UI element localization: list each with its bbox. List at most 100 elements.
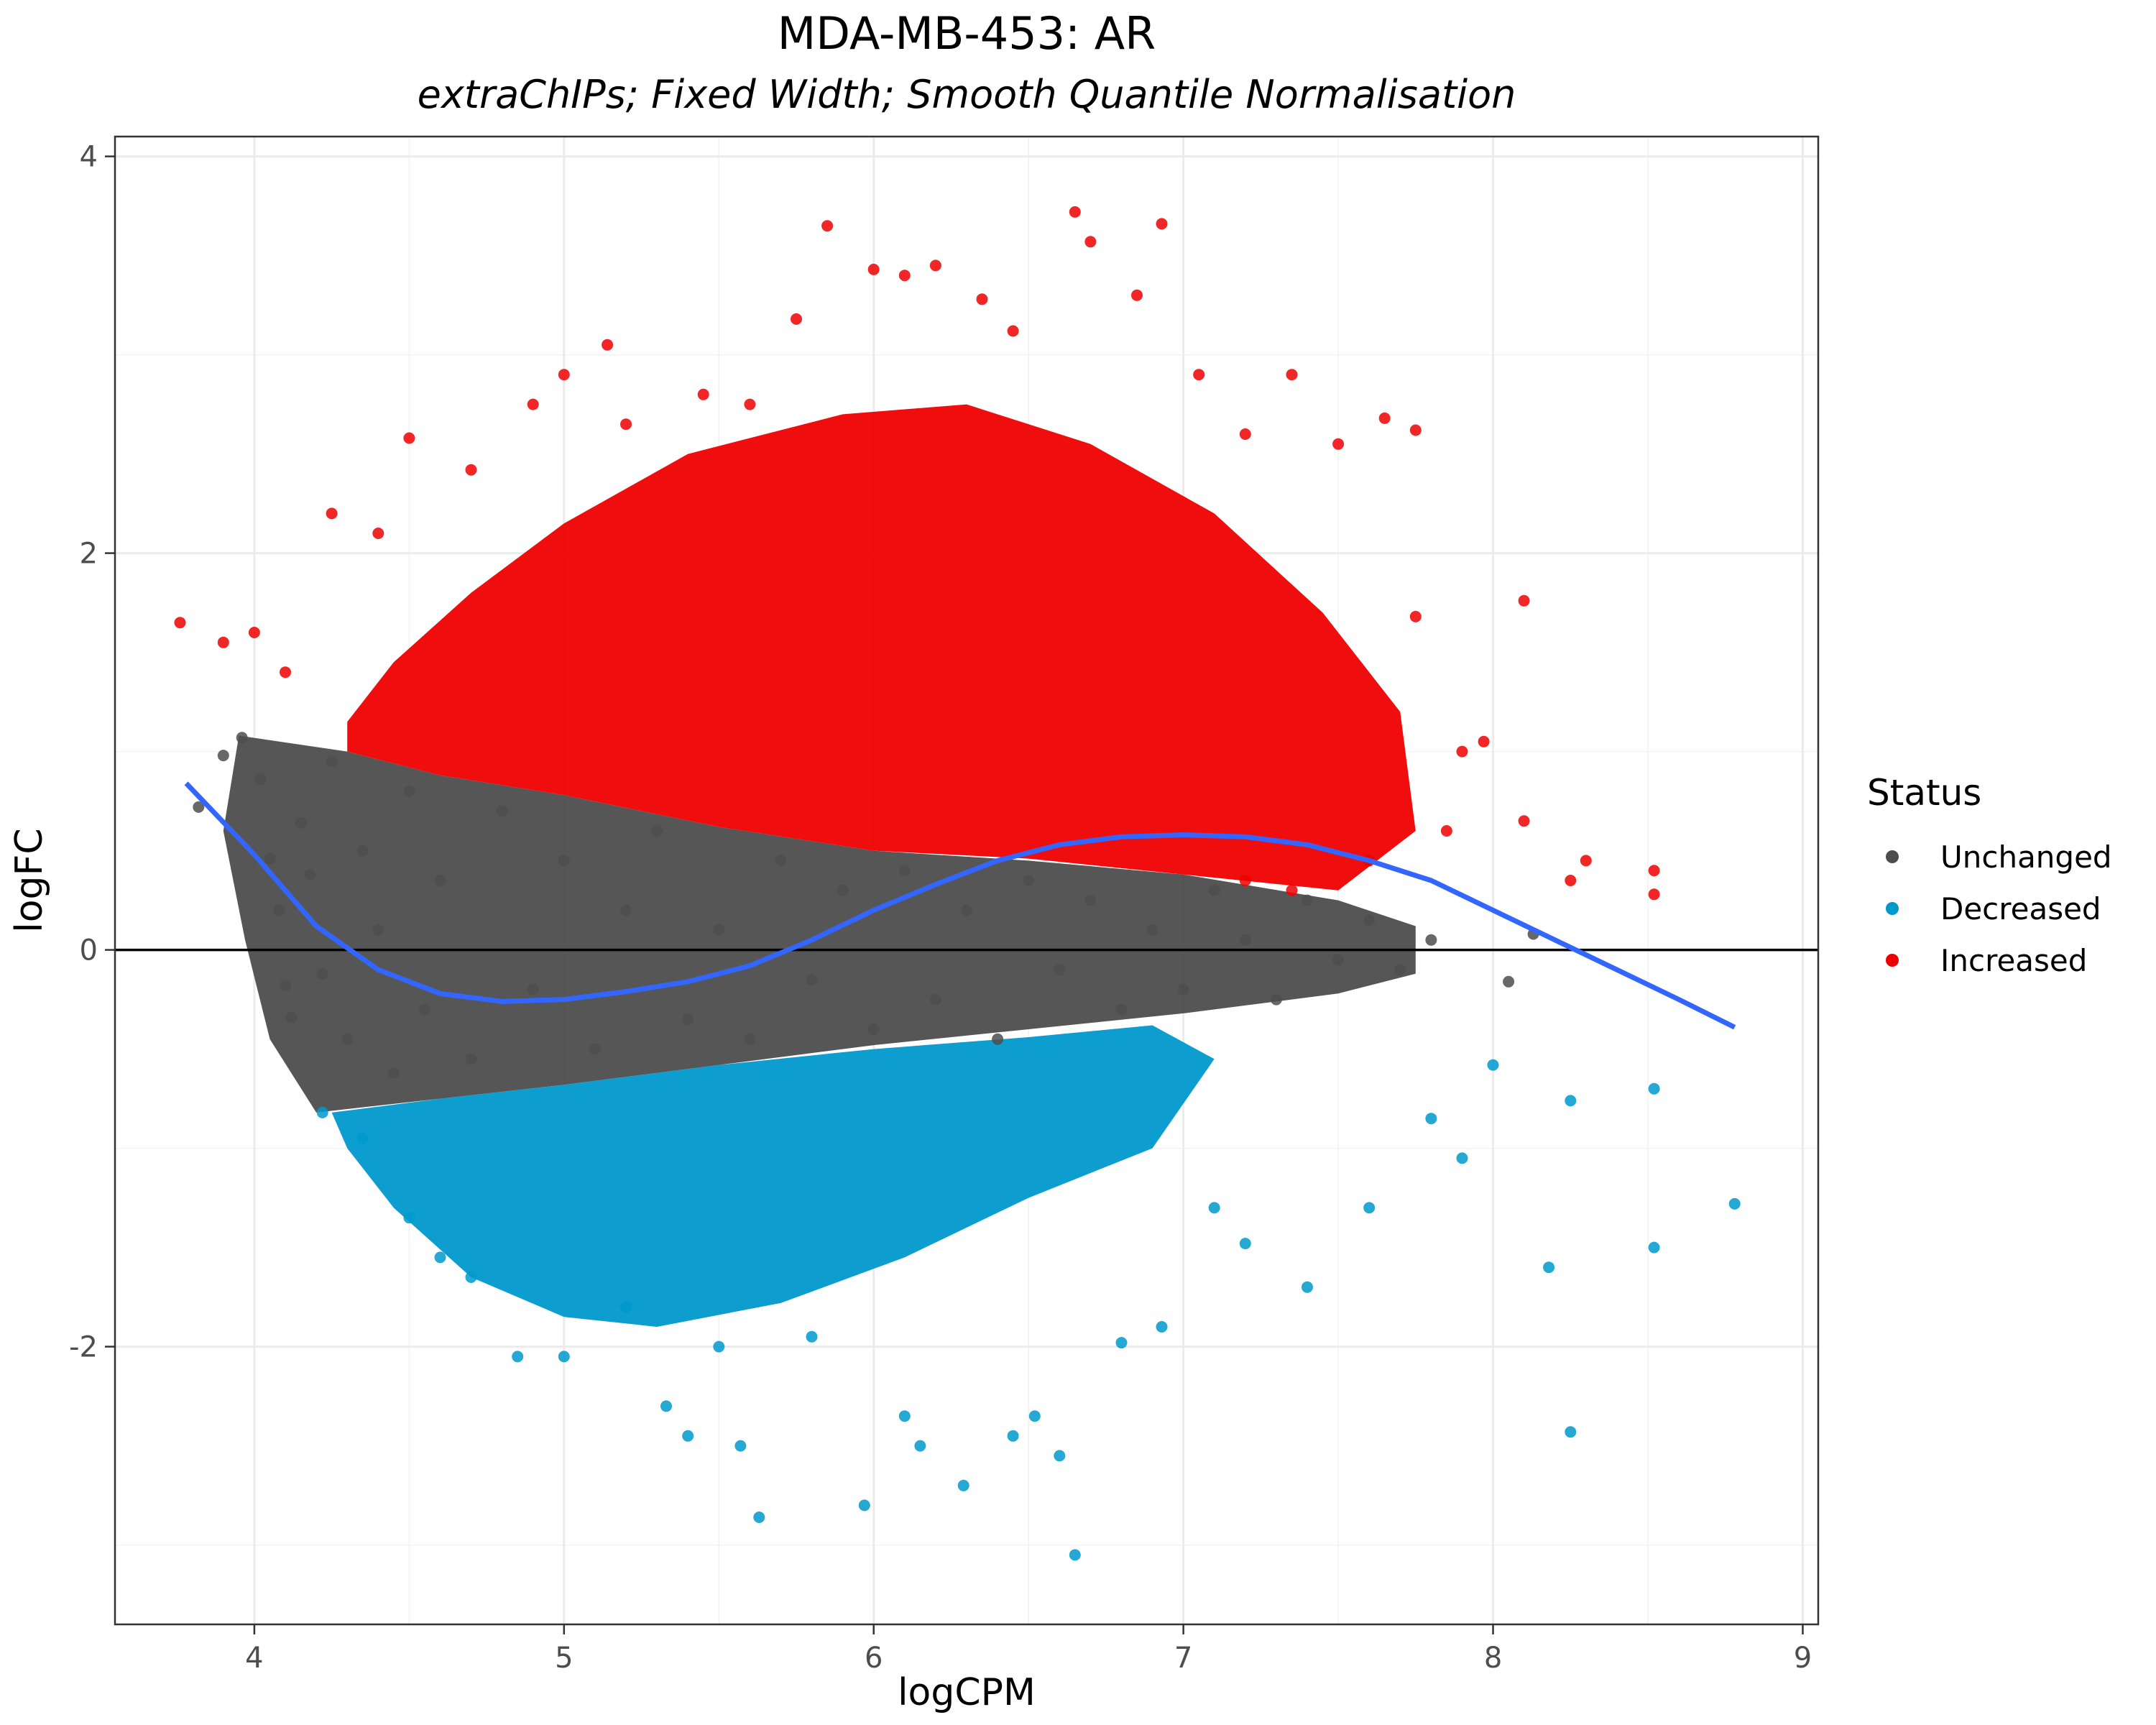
point-increased [697, 388, 709, 400]
point-unchanged [434, 875, 446, 886]
point-unchanged [1239, 934, 1251, 946]
point-unchanged [496, 805, 508, 817]
point-increased [791, 313, 802, 325]
point-unchanged [620, 904, 632, 916]
point-increased [1286, 884, 1298, 896]
point-increased [280, 666, 291, 678]
data-points [174, 206, 1741, 1561]
point-increased [744, 398, 756, 410]
legend-label-decreased: Decreased [1940, 891, 2101, 926]
point-increased [558, 369, 570, 381]
point-unchanged [280, 980, 291, 992]
point-decreased [1028, 1410, 1041, 1422]
point-unchanged [264, 852, 276, 865]
point-increased [620, 418, 632, 431]
point-unchanged [1302, 894, 1313, 906]
x-tick-label: 6 [865, 1642, 883, 1675]
point-unchanged [744, 1033, 756, 1045]
point-unchanged [558, 855, 570, 867]
point-decreased [806, 1330, 818, 1343]
point-unchanged [1425, 934, 1437, 946]
point-decreased [1648, 1241, 1660, 1254]
point-unchanged [304, 868, 316, 880]
point-decreased [1069, 1549, 1081, 1561]
point-decreased [1565, 1095, 1577, 1107]
point-decreased [898, 1410, 911, 1422]
point-unchanged [403, 785, 415, 797]
point-unchanged [193, 801, 205, 813]
point-unchanged [651, 825, 663, 837]
point-decreased [660, 1400, 672, 1412]
point-unchanged [527, 983, 539, 995]
point-increased [248, 627, 260, 638]
point-increased [867, 263, 880, 275]
point-increased [1409, 610, 1422, 622]
point-unchanged [341, 1033, 354, 1045]
plot-panel [114, 135, 1820, 1626]
point-increased [1239, 875, 1251, 886]
point-unchanged [1177, 983, 1189, 995]
legend-key-increased [1886, 954, 1899, 967]
legend: Status Unchanged Decreased Increased [1867, 772, 2112, 978]
point-increased [1440, 825, 1452, 837]
point-increased [821, 220, 834, 232]
point-unchanged [1115, 1003, 1128, 1016]
legend-key-decreased [1886, 902, 1899, 915]
point-unchanged [217, 750, 229, 762]
point-increased [1456, 745, 1468, 758]
point-unchanged [1023, 875, 1035, 886]
point-decreased [1728, 1197, 1741, 1210]
point-unchanged [589, 1043, 601, 1055]
point-decreased [620, 1301, 632, 1313]
point-decreased [1487, 1059, 1499, 1071]
point-unchanged [356, 845, 369, 857]
point-increased [372, 528, 384, 539]
point-increased [527, 398, 539, 410]
band-decreased [331, 1025, 1215, 1327]
point-decreased [1208, 1202, 1220, 1214]
point-increased [1286, 369, 1298, 381]
point-decreased [957, 1479, 969, 1491]
point-unchanged [929, 993, 941, 1006]
point-decreased [914, 1440, 926, 1452]
point-decreased [1565, 1426, 1577, 1438]
point-unchanged [867, 1024, 880, 1035]
legend-title: Status [1867, 772, 1981, 814]
point-decreased [558, 1351, 570, 1363]
point-decreased [1007, 1430, 1019, 1442]
point-unchanged [326, 755, 338, 768]
point-decreased [1302, 1281, 1313, 1293]
y-tick-label: 2 [80, 538, 98, 571]
point-increased [465, 464, 477, 476]
point-decreased [1543, 1261, 1555, 1274]
point-unchanged [961, 904, 972, 916]
point-decreased [1115, 1337, 1128, 1349]
point-unchanged [236, 732, 248, 744]
point-decreased [753, 1512, 765, 1523]
point-unchanged [1363, 914, 1376, 926]
point-decreased [1054, 1450, 1066, 1462]
x-axis-title: logCPM [898, 1671, 1036, 1714]
point-decreased [734, 1440, 747, 1452]
point-decreased [1239, 1238, 1251, 1250]
x-tick-label: 8 [1484, 1642, 1502, 1675]
point-increased [326, 507, 338, 520]
point-increased [403, 432, 415, 444]
point-unchanged [1394, 964, 1406, 976]
point-decreased [434, 1251, 446, 1264]
point-unchanged [1270, 993, 1282, 1006]
point-increased [1648, 865, 1660, 877]
chart-title: MDA-MB-453: AR [778, 7, 1156, 60]
point-increased [1565, 875, 1577, 886]
point-unchanged [713, 924, 725, 936]
point-increased [217, 636, 229, 648]
point-density-bands [223, 404, 1416, 1327]
point-increased [1332, 438, 1345, 450]
point-unchanged [992, 1033, 1004, 1045]
point-unchanged [837, 884, 849, 896]
legend-label-unchanged: Unchanged [1940, 840, 2112, 875]
point-unchanged [1332, 954, 1345, 966]
point-increased [1131, 289, 1143, 301]
point-unchanged [1208, 884, 1220, 896]
